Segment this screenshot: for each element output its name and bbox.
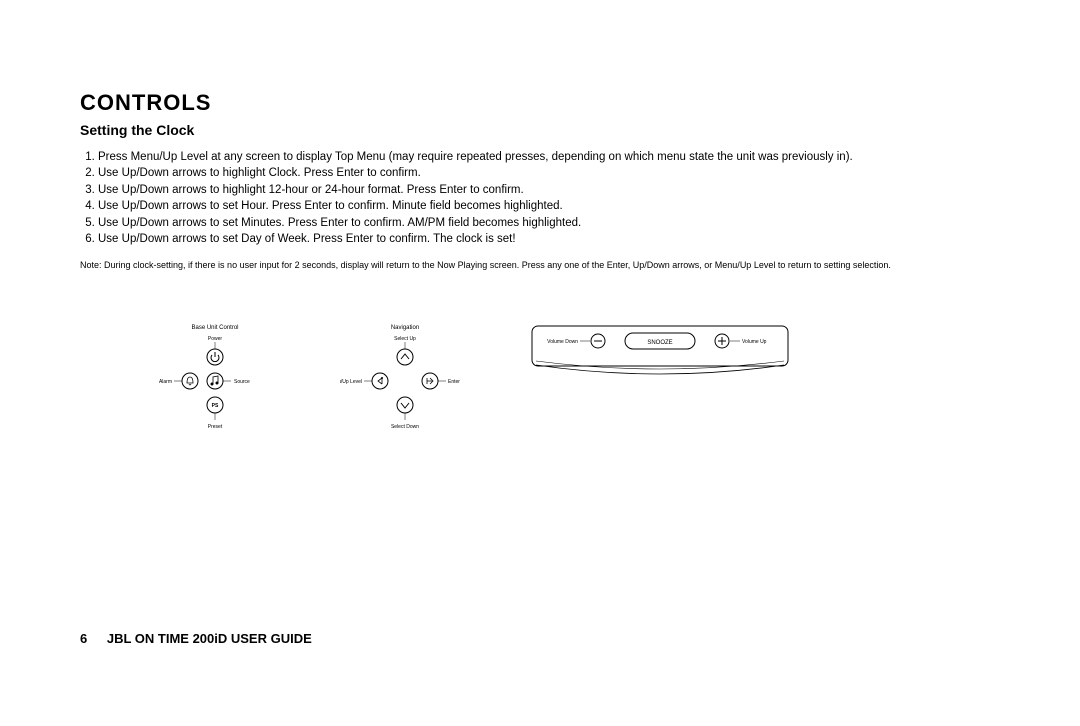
dia1-title: Base Unit Control [191,325,238,331]
dia3-voldown: Volume Down [547,339,578,345]
dia1-preset: Preset [208,424,223,430]
footer-title: JBL ON TIME 200iD USER GUIDE [107,631,312,646]
step: Use Up/Down arrows to set Hour. Press En… [98,199,1000,215]
step: Use Up/Down arrows to set Minutes. Press… [98,216,1000,232]
snooze-diagram: Volume Down SNOOZE Volume Up [530,321,790,381]
page-number: 6 [80,631,87,646]
dia2-down: Select Down [391,424,419,430]
footer: 6 JBL ON TIME 200iD USER GUIDE [80,631,312,646]
dia2-up: Select Up [394,336,416,342]
heading: CONTROLS [80,90,1000,116]
dia1-alarm: Alarm [159,379,172,385]
dia2-menu: Menu/Up Level [340,379,362,385]
dia1-ps: PS [212,403,219,409]
diagrams: Base Unit Control Power Alarm Source PS [150,321,1000,441]
note: Note: During clock-setting, if there is … [80,260,1000,272]
dia3-volup: Volume Up [742,339,767,345]
dia2-title: Navigation [391,325,419,331]
dia2-enter: Enter [448,379,460,385]
subheading: Setting the Clock [80,122,1000,138]
step: Use Up/Down arrows to highlight 12-hour … [98,183,1000,199]
dia3-snooze: SNOOZE [647,340,672,346]
navigation-diagram: Navigation Select Up Menu/Up Level Enter… [340,321,470,441]
step: Use Up/Down arrows to highlight Clock. P… [98,166,1000,182]
step: Press Menu/Up Level at any screen to dis… [98,150,1000,166]
dia1-power: Power [208,336,223,342]
step: Use Up/Down arrows to set Day of Week. P… [98,232,1000,248]
dia1-source: Source [234,379,250,385]
steps-list: Press Menu/Up Level at any screen to dis… [80,150,1000,248]
base-unit-diagram: Base Unit Control Power Alarm Source PS [150,321,280,441]
